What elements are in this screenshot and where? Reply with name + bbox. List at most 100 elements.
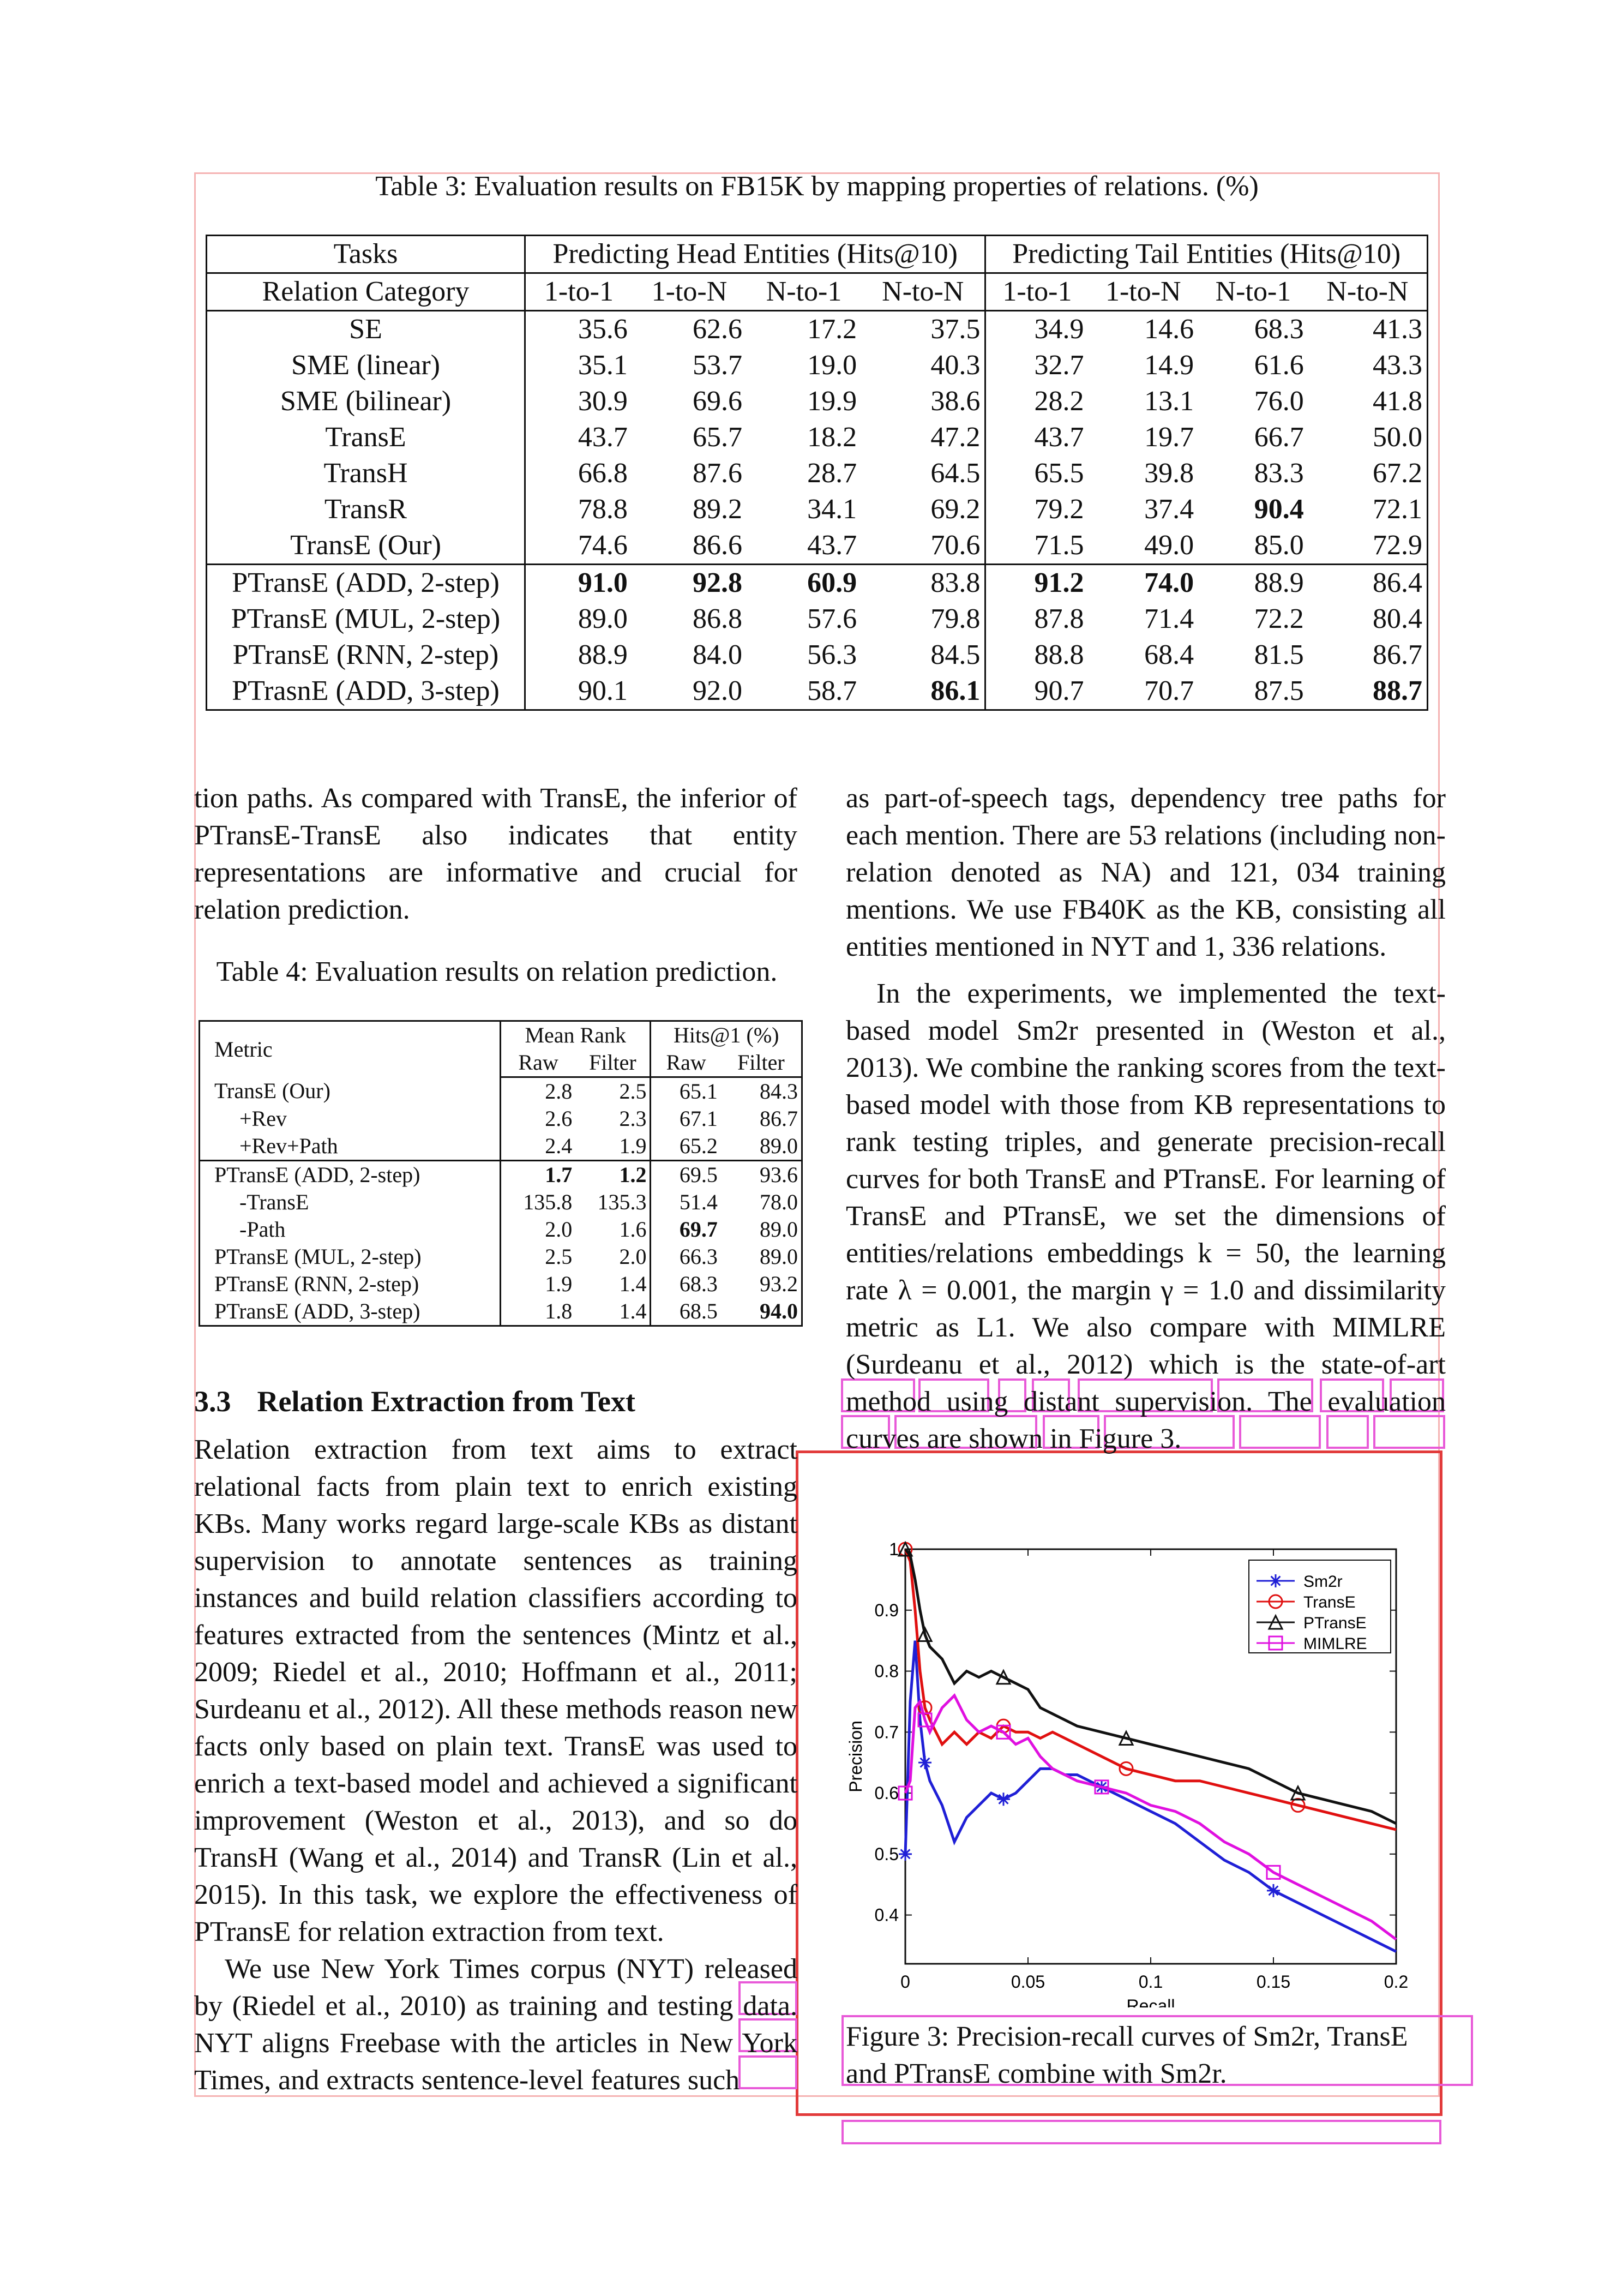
table3-sub-header-row: Relation Category 1-to-1 1-to-N N-to-1 N-to-… xyxy=(206,273,1428,311)
x-axis-label: Recall xyxy=(1127,1996,1175,2007)
table3-cell: 47.2 xyxy=(861,419,987,455)
word-box xyxy=(918,1378,989,1412)
table4-cell: -TransE xyxy=(199,1189,501,1216)
table4-cell: 65.1 xyxy=(679,1079,718,1104)
table-row: PTransE (ADD, 2-step) 1.7 1.2 69.5 93.6 xyxy=(199,1160,802,1189)
word-box xyxy=(1217,1378,1313,1412)
table3-header-cell: Predicting Head Entities (Hits@10) xyxy=(525,235,987,274)
table3-cell: 90.4 xyxy=(1254,494,1304,525)
x-tick-label: 0.05 xyxy=(1011,1972,1045,1992)
table-row: TransE (Our) 74.6 86.6 43.7 70.6 71.5 49.0 85.0… xyxy=(206,527,1428,565)
table3-cell: 74.6 xyxy=(578,530,628,561)
table4-cell: 1.9 xyxy=(545,1272,573,1296)
table4-cell: 93.6 xyxy=(720,1160,802,1189)
series-marker xyxy=(898,1785,913,1801)
series-marker xyxy=(1118,1730,1134,1746)
table4-cell: 93.2 xyxy=(760,1272,798,1296)
table4-cell: 2.5 xyxy=(575,1077,652,1105)
table-row: SE 35.6 62.6 17.2 37.5 34.9 14.6 68.3 41.3 xyxy=(206,310,1428,347)
series-marker xyxy=(1290,1784,1306,1801)
table3-cell: 78.8 xyxy=(578,494,628,525)
x-tick-label: 0.15 xyxy=(1257,1972,1290,1992)
table3-cell: 19.0 xyxy=(807,350,857,381)
table3-cell: 86.4 xyxy=(1308,563,1428,601)
table3-cell: SME (linear) xyxy=(206,347,526,383)
table3-cell: 40.3 xyxy=(861,347,987,383)
table4-cell: 135.3 xyxy=(575,1189,652,1216)
table4-cell: 1.9 xyxy=(575,1132,652,1161)
table-row: -Path 2.0 1.6 69.7 89.0 xyxy=(199,1216,802,1243)
table3-cell: 41.3 xyxy=(1373,314,1422,345)
word-box xyxy=(1078,1378,1213,1412)
table3-cell: 86.1 xyxy=(861,673,987,710)
table-row: PTransE (ADD, 2-step) 91.0 92.8 60.9 83.8 91.… xyxy=(206,563,1428,601)
table3-cell: 53.7 xyxy=(693,350,742,381)
series-marker xyxy=(917,1626,933,1642)
table3-cell: 34.1 xyxy=(807,494,857,525)
content-region-outline xyxy=(194,172,1440,2097)
table4-cell: 1.8 xyxy=(545,1299,573,1323)
table3-cell: 89.2 xyxy=(693,494,742,525)
table3-cell: 38.6 xyxy=(861,383,987,419)
table-row: PTransE (MUL, 2-step) 2.5 2.0 66.3 89.0 xyxy=(199,1243,802,1270)
table3-cell: 37.4 xyxy=(1144,494,1194,525)
table4-cell: 67.1 xyxy=(679,1106,718,1131)
table4-cell: 89.0 xyxy=(760,1244,798,1269)
table4-cell: 94.0 xyxy=(760,1299,798,1323)
precision-recall-chart: 0 0.05 0.1 0.15 0.2 0.4 0.5 0.6 0.7 0.8 0.9 1 Recall… xyxy=(846,1539,1408,2007)
x-tick-label: 0.1 xyxy=(1139,1972,1163,1992)
table3-cell: TransE xyxy=(206,419,526,455)
table3-header-cell: Tasks xyxy=(206,235,526,274)
table3-cell: 56.3 xyxy=(807,639,857,670)
table3-cell: 84.5 xyxy=(861,637,987,673)
left-column-paragraph-1: tion paths. As compared with TransE, the… xyxy=(194,780,797,928)
table3-cell: 87.5 xyxy=(1254,675,1304,706)
table3-cell: 87.6 xyxy=(693,458,742,489)
word-box xyxy=(1320,1378,1384,1412)
table4-header-cell: Raw xyxy=(650,1049,721,1078)
right-column-text: as part-of-speech tags, dependency tree … xyxy=(846,780,1446,1458)
table3-cell: PTransE (RNN, 2-step) xyxy=(206,637,526,673)
series-marker xyxy=(1266,1865,1281,1880)
table4-header-cell: Raw xyxy=(500,1049,576,1078)
figure3-caption: Figure 3: Precision-recall curves of Sm2… xyxy=(846,2021,1408,2089)
table4-cell: 1.7 xyxy=(500,1160,576,1189)
table3-cell: TransR xyxy=(206,491,526,527)
word-box xyxy=(1390,1378,1444,1412)
table3-cell: SE xyxy=(206,310,526,347)
table3-cell: 61.6 xyxy=(1254,350,1304,381)
section-heading: 3.3 Relation Extraction from Text xyxy=(194,1384,635,1418)
table4-cell: 1.2 xyxy=(575,1160,652,1189)
table3-cell: 81.5 xyxy=(1254,639,1304,670)
table3-cell: TransH xyxy=(206,455,526,491)
table4-cell: 2.3 xyxy=(575,1105,652,1132)
table3-cell: 67.2 xyxy=(1373,458,1422,489)
series-marker xyxy=(1268,1594,1283,1609)
table4-cell: PTransE (ADD, 2-step) xyxy=(199,1160,501,1189)
table4-header-cell: Filter xyxy=(720,1049,802,1078)
table4-header-cell: Metric xyxy=(199,1021,501,1077)
table-row: PTransE (RNN, 2-step) 1.9 1.4 68.3 93.2 xyxy=(199,1270,802,1298)
series-marker xyxy=(1268,1635,1283,1651)
series-marker xyxy=(1267,1614,1284,1630)
empty-region-outline xyxy=(841,2120,1441,2144)
series-line-ptranse xyxy=(904,1548,1397,1825)
y-tick-label: 0.8 xyxy=(875,1662,899,1681)
table3-cell: 64.5 xyxy=(861,455,987,491)
table3-header-cell: 1-to-N xyxy=(1088,273,1199,311)
table3-cell: 69.6 xyxy=(693,386,742,417)
word-box xyxy=(841,1415,890,1449)
series-line-sm2r xyxy=(904,1640,1397,1953)
series-marker xyxy=(996,1724,1011,1740)
table4-sub-header-row: Raw Filter Raw Filter xyxy=(200,1049,802,1078)
table3-cell: 89.0 xyxy=(578,603,628,634)
table-row: PTrasnE (ADD, 3-step) 90.1 92.0 58.7 86.1 90.… xyxy=(206,673,1428,710)
word-box xyxy=(738,2018,797,2052)
table-row: TransE 43.7 65.7 18.2 47.2 43.7 19.7 66.7 50.0 xyxy=(206,419,1428,455)
legend-label: Sm2r xyxy=(1303,1573,1343,1591)
table4: Metric Mean Rank Hits@1 (%) Raw Filter Raw… xyxy=(199,1020,803,1327)
word-box xyxy=(1239,1415,1321,1449)
table3-cell: 79.8 xyxy=(861,601,987,637)
table3-cell: 80.4 xyxy=(1373,603,1422,634)
table3-cell: 74.0 xyxy=(1088,563,1199,601)
